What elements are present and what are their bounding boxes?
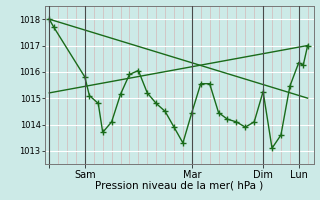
X-axis label: Pression niveau de la mer( hPa ): Pression niveau de la mer( hPa ) — [95, 181, 263, 191]
